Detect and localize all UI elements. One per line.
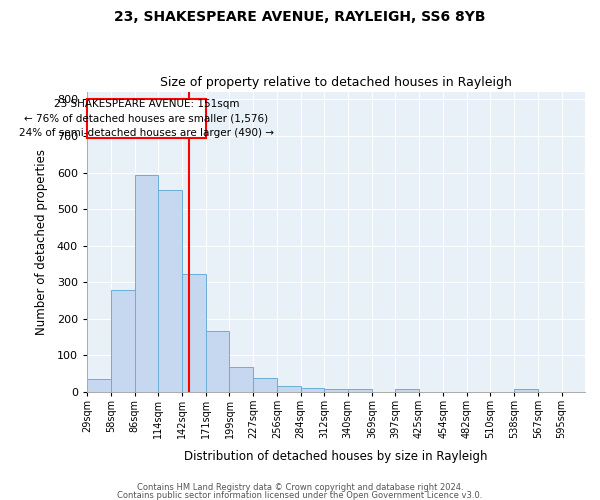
- Bar: [277, 386, 301, 392]
- Bar: [158, 190, 182, 392]
- Bar: [301, 388, 324, 392]
- Bar: [324, 389, 347, 392]
- Bar: [206, 330, 229, 392]
- X-axis label: Distribution of detached houses by size in Rayleigh: Distribution of detached houses by size …: [184, 450, 488, 462]
- Bar: [229, 367, 253, 392]
- Text: Contains public sector information licensed under the Open Government Licence v3: Contains public sector information licen…: [118, 491, 482, 500]
- Bar: [87, 100, 206, 138]
- Text: Contains HM Land Registry data © Crown copyright and database right 2024.: Contains HM Land Registry data © Crown c…: [137, 484, 463, 492]
- Bar: [87, 379, 111, 392]
- Bar: [111, 290, 135, 392]
- Text: 23, SHAKESPEARE AVENUE, RAYLEIGH, SS6 8YB: 23, SHAKESPEARE AVENUE, RAYLEIGH, SS6 8Y…: [114, 10, 486, 24]
- Bar: [395, 389, 419, 392]
- Bar: [135, 175, 158, 392]
- Bar: [347, 389, 372, 392]
- Bar: [514, 389, 538, 392]
- Title: Size of property relative to detached houses in Rayleigh: Size of property relative to detached ho…: [160, 76, 512, 90]
- Bar: [182, 274, 206, 392]
- Text: 23 SHAKESPEARE AVENUE: 151sqm
← 76% of detached houses are smaller (1,576)
24% o: 23 SHAKESPEARE AVENUE: 151sqm ← 76% of d…: [19, 99, 274, 138]
- Bar: [253, 378, 277, 392]
- Y-axis label: Number of detached properties: Number of detached properties: [35, 149, 49, 335]
